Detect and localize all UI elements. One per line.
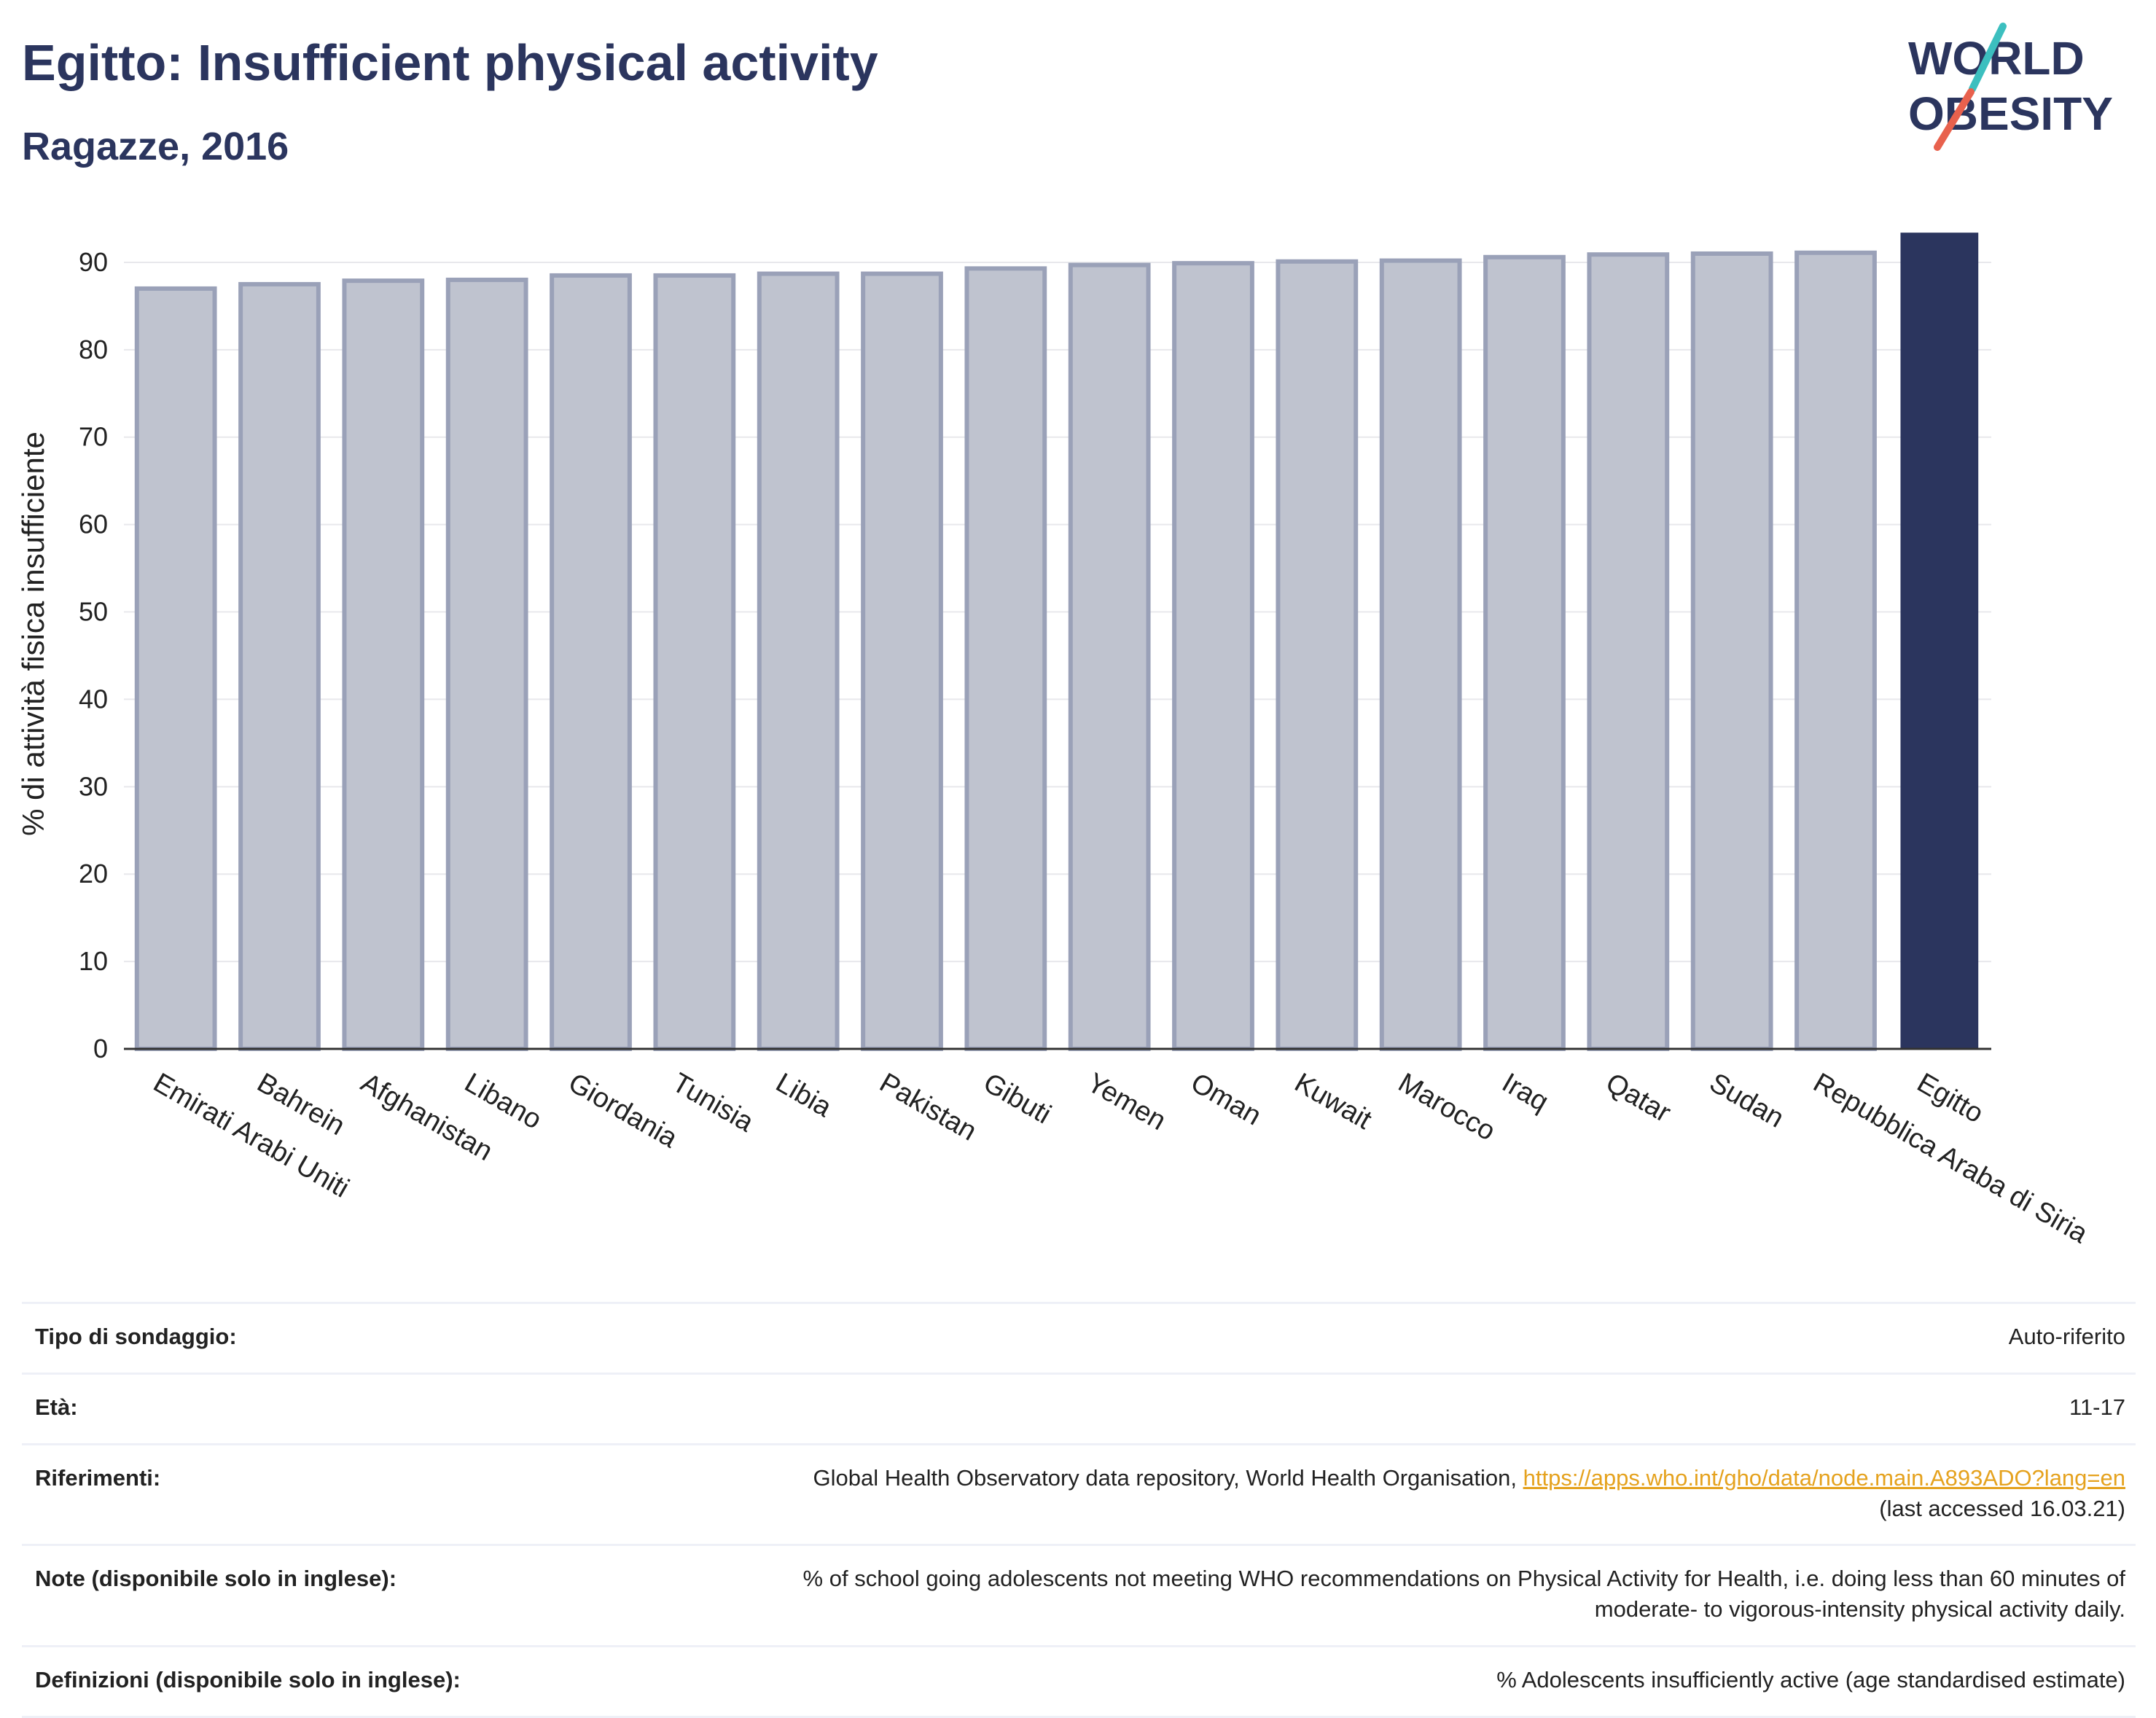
bar: [964, 266, 1047, 1052]
x-tick-label: Marocco: [1393, 1067, 1500, 1147]
bar: [1276, 259, 1359, 1052]
x-tick-label: Qatar: [1601, 1067, 1676, 1128]
bar: [1172, 261, 1254, 1051]
x-tick-label: Kuwait: [1289, 1067, 1377, 1136]
x-tick-label: Gibuti: [978, 1067, 1056, 1130]
x-tick-label: Sudan: [1704, 1067, 1789, 1133]
world-obesity-logo: WORLD OBESITY: [1908, 23, 2113, 151]
bar: [1587, 252, 1670, 1051]
bar: [653, 273, 736, 1052]
bar: [550, 273, 632, 1052]
survey-type-value: Auto-riferito: [589, 1302, 2136, 1374]
page-title: Egitto: Insufficient physical activity: [22, 34, 878, 91]
x-tick-label: Libia: [770, 1067, 837, 1123]
y-tick-label: 40: [79, 684, 108, 714]
definitions-label: Definizioni (disponibile solo in inglese…: [22, 1645, 589, 1718]
logo-line2: OBESITY: [1908, 87, 2113, 140]
notes-line1: % of school going adolescents not meetin…: [802, 1566, 2125, 1592]
y-tick-label: 90: [79, 247, 108, 277]
references-text: Global Health Observatory data repositor…: [813, 1464, 1517, 1491]
y-tick-label: 80: [79, 335, 108, 364]
bar: [757, 271, 840, 1051]
bar: [1794, 250, 1877, 1052]
bar: [134, 286, 217, 1052]
age-value: 11-17: [589, 1372, 2136, 1445]
bar: [1068, 262, 1151, 1052]
y-tick-label: 50: [79, 597, 108, 627]
y-tick-label: 30: [79, 771, 108, 801]
page-subtitle: Ragazze, 2016: [22, 125, 289, 168]
y-tick-label: 0: [93, 1034, 108, 1063]
bar: [445, 277, 528, 1052]
bar: [1900, 233, 1979, 1050]
references-link[interactable]: https://apps.who.int/gho/data/node.main.…: [1523, 1464, 2125, 1491]
x-tick-label: Oman: [1186, 1067, 1267, 1131]
info-row-notes: Note (disponibile solo in inglese): % of…: [22, 1544, 2136, 1647]
y-axis-ticks: 0 10 20 30 40 50 60 70 80 90: [79, 247, 108, 1063]
references-value: Global Health Observatory data repositor…: [589, 1442, 2136, 1545]
definitions-value: % Adolescents insufficiently active (age…: [589, 1645, 2136, 1718]
y-tick-label: 70: [79, 422, 108, 452]
bar: [342, 278, 425, 1052]
info-row-age: Età: 11-17: [22, 1372, 2136, 1445]
y-tick-label: 20: [79, 859, 108, 889]
notes-line2: moderate- to vigorous-intensity physical…: [1594, 1596, 2125, 1623]
x-tick-label: Emirati Arabi Uniti: [148, 1067, 354, 1203]
logo-accent-red: [1934, 88, 1975, 151]
bar: [1379, 258, 1462, 1052]
y-tick-label: 10: [79, 946, 108, 976]
bar: [1483, 254, 1566, 1052]
bar-chart: 0 10 20 30 40 50 60 70 80 90 Emirati Arabi UnitiB…: [16, 233, 2093, 1250]
age-label: Età:: [22, 1372, 589, 1445]
y-axis-label: % di attività fisica insufficiente: [16, 432, 50, 836]
x-tick-label: Iraq: [1497, 1067, 1554, 1117]
y-tick-label: 60: [79, 509, 108, 539]
x-tick-label: Giordania: [563, 1067, 683, 1154]
bar: [238, 281, 321, 1052]
notes-value: % of school going adolescents not meetin…: [589, 1544, 2136, 1647]
info-row-definitions: Definizioni (disponibile solo in inglese…: [22, 1645, 2136, 1718]
x-tick-label: Yemen: [1082, 1067, 1171, 1136]
survey-type-label: Tipo di sondaggio:: [22, 1302, 589, 1374]
info-row-references: Riferimenti: Global Health Observatory d…: [22, 1442, 2136, 1545]
x-tick-label: Pakistan: [875, 1067, 982, 1147]
references-label: Riferimenti:: [22, 1442, 589, 1545]
info-table: Tipo di sondaggio: Auto-riferito Età: 11…: [22, 1302, 2136, 1718]
info-row-survey-type: Tipo di sondaggio: Auto-riferito: [22, 1302, 2136, 1374]
x-tick-label: Egitto: [1912, 1067, 1988, 1129]
references-accessed: (last accessed 16.03.21): [1879, 1495, 2125, 1521]
bar: [861, 271, 943, 1051]
bars: [134, 233, 1979, 1052]
bar: [1690, 251, 1773, 1052]
logo-accent-teal: [1969, 23, 2007, 93]
notes-label: Note (disponibile solo in inglese):: [22, 1544, 589, 1647]
